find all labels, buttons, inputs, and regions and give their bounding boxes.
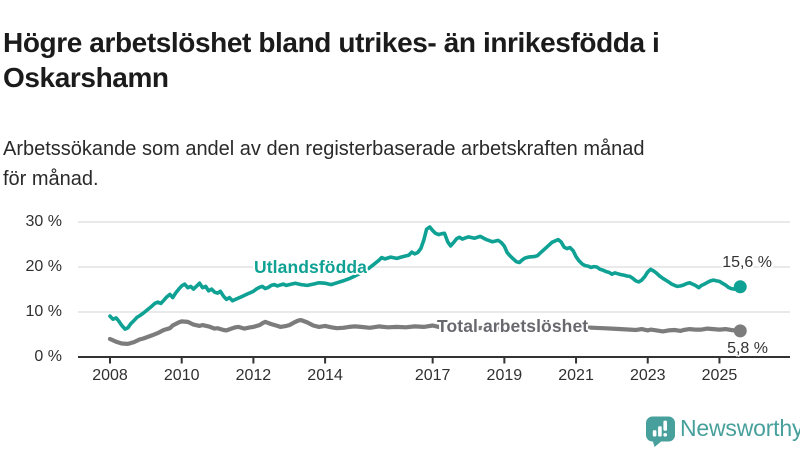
y-tick-label: 20 % (25, 258, 62, 275)
chart-title-line-1: Högre arbetslöshet bland utrikes- än inr… (3, 26, 660, 58)
x-tick-label: 2008 (92, 367, 128, 384)
x-tick-label: 2014 (307, 367, 343, 384)
chart-title: Högre arbetslöshet bland utrikes- än inr… (3, 25, 797, 95)
series-line-total (107, 318, 743, 346)
x-tick-label: 2025 (701, 367, 738, 384)
x-tick-label: 2019 (486, 367, 523, 384)
value-label-utlandsfodda: 15,6 % (722, 254, 772, 271)
x-tick-label: 2012 (235, 367, 272, 384)
newsworthy-logo-icon (646, 416, 675, 447)
value-label-total: 5,8 % (727, 340, 768, 357)
series-label-total: Total arbetslöshet (437, 316, 589, 336)
chart-title-line-2: Oskarshamn (3, 61, 169, 93)
x-tick-label: 2021 (558, 367, 594, 384)
series-line-utlandsfodda (108, 225, 743, 331)
series-end-dot (733, 280, 747, 294)
y-tick-label: 10 % (25, 303, 62, 320)
chart-subtitle: Arbetssökande som andel av den registerb… (3, 134, 797, 194)
series-label-utlandsfodda: Utlandsfödda (254, 257, 368, 277)
x-tick-label: 2010 (163, 367, 200, 384)
brand-name: Newsworthy (680, 415, 800, 441)
series-end-dot (733, 324, 747, 338)
x-tick-label: 2017 (414, 367, 451, 384)
chart-subtitle-line-2: för månad. (3, 168, 99, 190)
y-tick-label: 30 % (25, 213, 62, 230)
x-tick-label: 2023 (629, 367, 666, 384)
chart-subtitle-line-1: Arbetssökande som andel av den registerb… (3, 138, 645, 160)
y-tick-label: 0 % (34, 348, 62, 365)
